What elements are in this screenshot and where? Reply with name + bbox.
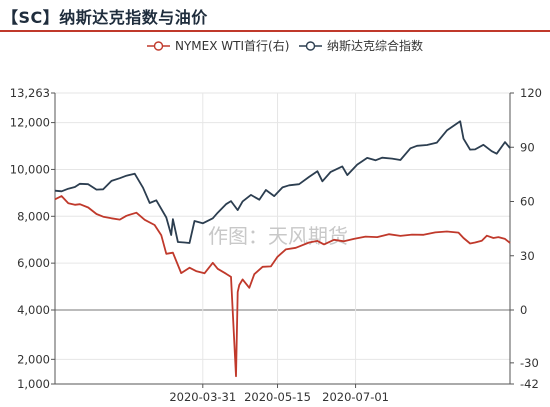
series-line-oil [54, 195, 511, 378]
right-tick-label: 60 [520, 195, 535, 209]
left-tick-label: 6,000 [17, 256, 50, 270]
right-tick-label: 0 [520, 303, 527, 317]
legend-item-nasdaq[interactable]: 纳斯达克综合指数 [299, 38, 423, 53]
right-axis-ticks: -42 -30 0 30 60 90 120 [520, 86, 542, 391]
legend[interactable]: NYMEX WTI首行(右) 纳斯达克综合指数 [147, 38, 423, 53]
left-tick-label: 8,000 [17, 209, 50, 223]
page-title: 【SC】纳斯达克指数与油价 [2, 8, 208, 27]
right-tick-label: -30 [520, 356, 539, 370]
left-tick-label: 4,000 [17, 303, 50, 317]
left-tick-label: 2,000 [17, 352, 50, 366]
x-tick-label: 2020-05-15 [244, 390, 311, 404]
left-tick-label: 1,000 [17, 377, 50, 391]
title-underline [0, 30, 550, 32]
legend-label-nasdaq: 纳斯达克综合指数 [327, 38, 423, 53]
right-tick-label: 90 [520, 140, 535, 154]
legend-label-oil: NYMEX WTI首行(右) [175, 38, 289, 53]
series-lines [54, 120, 511, 378]
left-tick-label: 12,000 [10, 116, 50, 130]
x-tick-label: 2020-07-01 [322, 390, 389, 404]
x-tick-label: 2020-03-31 [169, 390, 236, 404]
series-line-nasdaq [54, 120, 511, 244]
left-tick-label: 10,000 [10, 162, 50, 176]
right-tick-label: 120 [520, 86, 542, 100]
left-tick-label: 13,263 [10, 86, 50, 100]
axes [51, 92, 514, 388]
watermark: 作图：天风期货 [208, 224, 348, 248]
legend-item-oil[interactable]: NYMEX WTI首行(右) [147, 38, 289, 53]
legend-marker-oil [153, 41, 164, 51]
right-tick-label: -42 [520, 377, 539, 391]
right-tick-label: 30 [520, 249, 535, 263]
legend-marker-nasdaq [305, 41, 316, 51]
x-axis-ticks: 2020-03-31 2020-05-15 2020-07-01 [169, 390, 389, 404]
left-axis-ticks: 1,000 2,000 4,000 6,000 8,000 10,000 12,000 13,… [10, 86, 50, 391]
